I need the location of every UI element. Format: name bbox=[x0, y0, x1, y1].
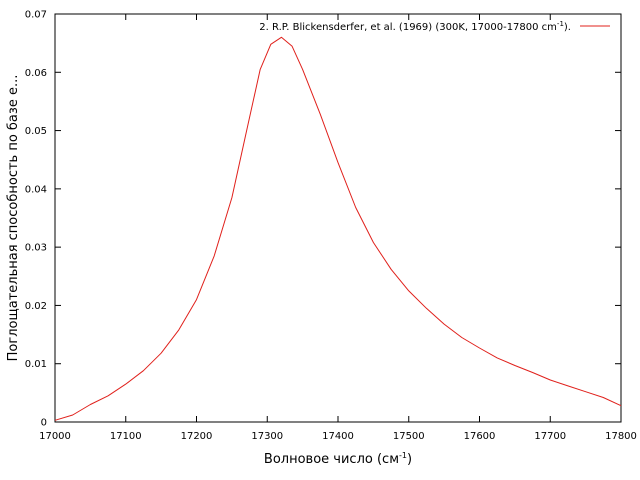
y-tick-label: 0.06 bbox=[25, 68, 47, 79]
y-tick-label: 0.04 bbox=[25, 184, 47, 195]
x-tick-label: 17700 bbox=[534, 431, 566, 442]
x-tick-label: 17200 bbox=[181, 431, 213, 442]
y-axis-label: Поглощательная способность по базе е... bbox=[6, 75, 21, 362]
y-tick-label: 0.07 bbox=[25, 10, 47, 21]
y-axis-ticks: 0 0.01 0.02 0.03 0.04 0.05 0.06 0.07 bbox=[25, 10, 621, 429]
y-tick-label: 0.01 bbox=[25, 359, 47, 370]
x-axis-label: Волновое число (см-1) bbox=[264, 451, 412, 467]
y-tick-label: 0 bbox=[41, 418, 47, 429]
x-tick-label: 17300 bbox=[251, 431, 283, 442]
plot-frame bbox=[54, 13, 622, 423]
y-tick-label: 0.03 bbox=[25, 243, 47, 254]
x-tick-label: 17600 bbox=[464, 431, 496, 442]
x-tick-label: 17500 bbox=[393, 431, 425, 442]
y-tick-label: 0.05 bbox=[25, 126, 47, 137]
series-line bbox=[54, 36, 622, 421]
y-tick-label: 0.02 bbox=[25, 301, 47, 312]
x-tick-label: 17100 bbox=[110, 431, 142, 442]
series-layer bbox=[54, 36, 622, 421]
legend: 2. R.P. Blickensderfer, et al. (1969) (3… bbox=[259, 20, 610, 33]
legend-entry-label: 2. R.P. Blickensderfer, et al. (1969) (3… bbox=[259, 20, 571, 33]
x-tick-label: 17400 bbox=[322, 431, 354, 442]
x-tick-label: 17800 bbox=[605, 431, 637, 442]
x-tick-label: 17000 bbox=[39, 431, 71, 442]
x-axis-ticks: 17000 17100 17200 17300 17400 17500 17600 17700… bbox=[39, 14, 637, 442]
